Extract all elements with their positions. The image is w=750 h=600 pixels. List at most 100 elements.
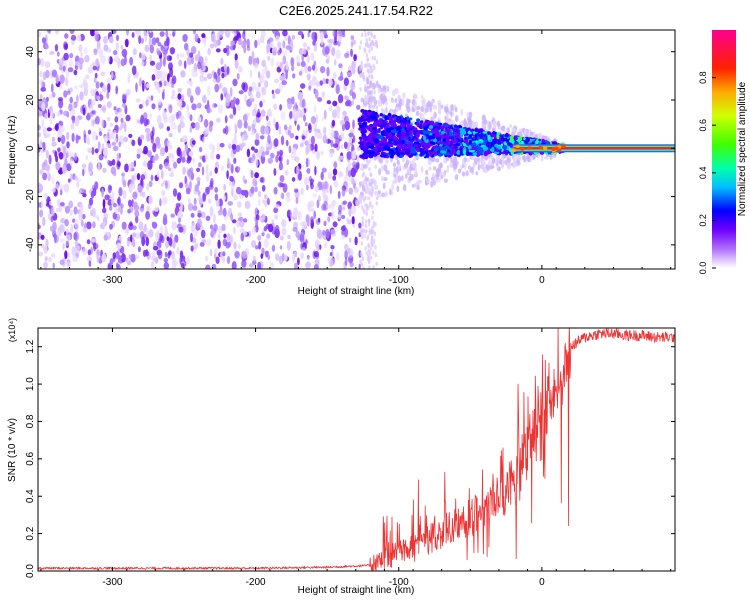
signal-core-cell (472, 152, 478, 156)
signal-halo-cell (532, 154, 536, 160)
noise-cell (238, 216, 244, 222)
noise-cell (102, 221, 106, 228)
noise-cell (78, 211, 83, 221)
noise-cell (184, 175, 187, 185)
noise-cell (100, 55, 106, 64)
noise-cell (202, 155, 206, 163)
noise-cell (307, 255, 310, 263)
noise-cell (194, 242, 199, 250)
signal-halo-cell (529, 131, 533, 136)
noise-cell (275, 121, 279, 131)
spectrogram-frame (37, 29, 676, 270)
signal-core-cell (429, 141, 434, 145)
signal-halo-cell (470, 166, 475, 174)
noise-cell (365, 38, 368, 43)
noise-cell (264, 126, 269, 135)
noise-cell (93, 48, 98, 56)
noise-cell (275, 35, 280, 42)
noise-cell (149, 54, 153, 63)
noise-cell (185, 183, 189, 189)
noise-cell (349, 261, 354, 268)
noise-cell (371, 75, 374, 80)
noise-cell (273, 168, 277, 176)
noise-cell (267, 134, 271, 145)
noise-cell (170, 95, 175, 100)
noise-cell (55, 161, 61, 171)
noise-cell (337, 94, 344, 104)
signal-core-cell (434, 133, 438, 138)
noise-cell (190, 245, 194, 252)
noise-cell (341, 123, 346, 132)
noise-cell (238, 90, 244, 95)
noise-cell (213, 213, 216, 224)
noise-cell (38, 110, 43, 117)
noise-cell (94, 148, 99, 154)
signal-halo-cell (360, 167, 365, 171)
noise-cell (48, 256, 52, 263)
noise-cell (305, 143, 312, 153)
noise-cell (284, 169, 289, 176)
noise-cell (206, 99, 210, 109)
noise-cell (130, 253, 136, 263)
noise-cell (371, 68, 374, 74)
noise-cell (329, 150, 334, 158)
noise-cell (116, 160, 121, 170)
noise-cell (42, 172, 48, 181)
signal-halo-cell (486, 122, 490, 129)
noise-cell (363, 30, 366, 33)
noise-cell (361, 220, 364, 225)
noise-cell (54, 44, 59, 52)
noise-cell (371, 215, 374, 220)
signal-core-cell (472, 136, 476, 140)
noise-cell (73, 85, 79, 90)
x-tick-label: -200 (246, 275, 266, 286)
noise-cell (96, 253, 100, 263)
noise-cell (62, 145, 67, 155)
noise-cell (293, 221, 298, 229)
noise-cell (197, 61, 202, 70)
noise-cell (314, 185, 319, 193)
noise-cell (273, 138, 279, 148)
noise-cell (314, 121, 317, 130)
noise-cell (38, 57, 41, 66)
noise-cell (50, 83, 54, 93)
noise-cell (279, 149, 284, 156)
noise-cell (142, 160, 148, 167)
noise-cell (205, 153, 208, 162)
noise-cell (109, 223, 113, 230)
x-tick-label: -300 (102, 577, 122, 588)
signal-core-cell (426, 120, 431, 124)
noise-cell (368, 48, 371, 54)
noise-cell (338, 155, 345, 160)
noise-cell (91, 99, 96, 106)
noise-cell (48, 30, 52, 35)
noise-cell (310, 182, 314, 190)
signal-core-cell (408, 130, 412, 136)
noise-cell (51, 187, 56, 193)
signal-halo-cell (438, 177, 441, 183)
noise-cell (126, 30, 129, 36)
noise-cell (111, 141, 117, 146)
noise-cell (134, 210, 140, 218)
noise-cell (104, 194, 110, 201)
noise-cell (360, 253, 364, 259)
noise-cell (301, 135, 306, 140)
signal-halo-cell (396, 159, 400, 165)
noise-cell (117, 207, 121, 213)
noise-cell (106, 101, 112, 109)
noise-cell (279, 104, 283, 111)
noise-cell (162, 217, 168, 226)
noise-cell (229, 45, 235, 51)
noise-cell (310, 216, 314, 224)
spectrogram-signal (357, 77, 675, 201)
noise-cell (63, 110, 69, 116)
noise-cell (191, 140, 196, 145)
noise-cell (371, 55, 374, 61)
noise-cell (326, 204, 331, 209)
noise-cell (247, 125, 252, 132)
noise-cell (58, 58, 63, 64)
noise-cell (97, 161, 101, 172)
noise-cell (241, 259, 247, 268)
noise-cell (87, 129, 92, 135)
